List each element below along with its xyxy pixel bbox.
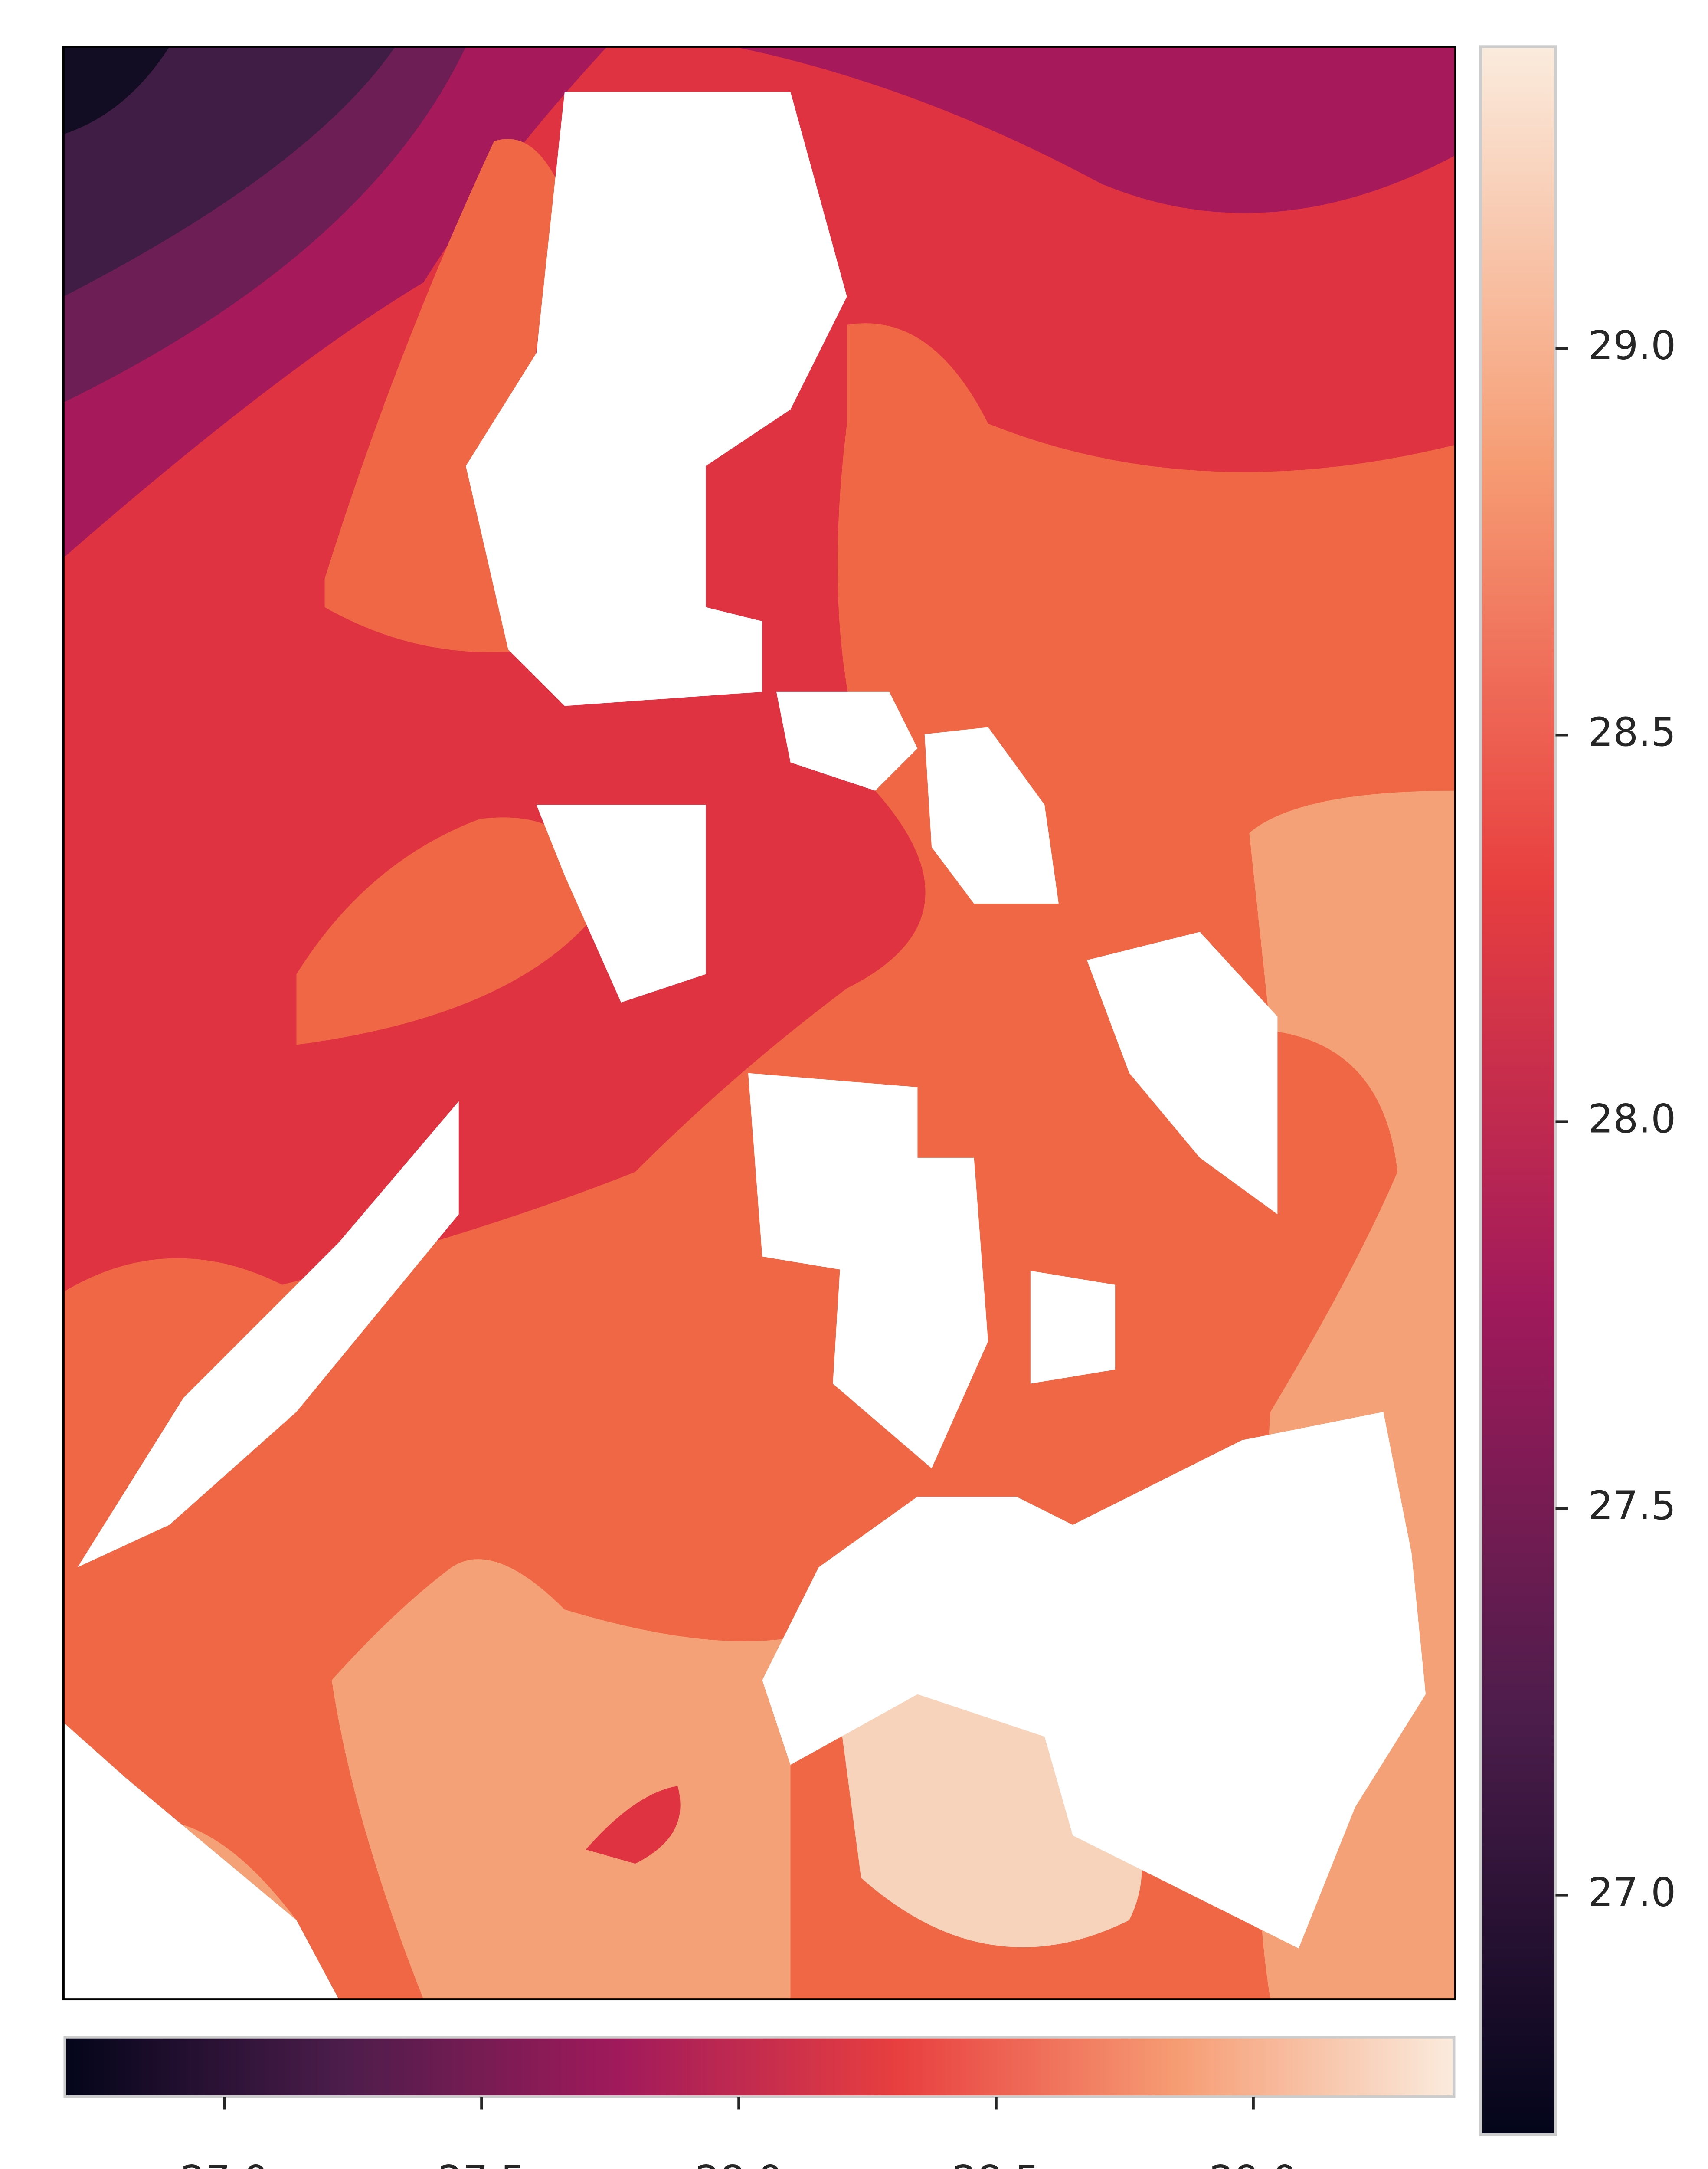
colorbar-tick-label: 27.0 [180, 2157, 268, 2169]
colorbar-tick-label: 28.0 [695, 2157, 783, 2169]
map [63, 46, 1456, 1999]
map-frame [62, 46, 1456, 2001]
colorbar-tick-label: 28.5 [952, 2157, 1040, 2169]
colorbar-vertical [1479, 45, 1557, 2136]
colorbar-tick-label: 27.5 [438, 2157, 526, 2169]
colorbar-tick-label: 27.0 [1588, 1869, 1676, 1915]
colorbar-tick-label: 29.0 [1588, 323, 1676, 369]
colorbar-tick-label: 29.0 [1209, 2157, 1297, 2169]
colorbar-tick-label: 28.5 [1588, 709, 1676, 755]
colorbar-tick-label: 27.5 [1588, 1483, 1676, 1529]
colorbar-tick-label: 28.0 [1588, 1096, 1676, 1142]
colorbar-horizontal [63, 2036, 1456, 2098]
